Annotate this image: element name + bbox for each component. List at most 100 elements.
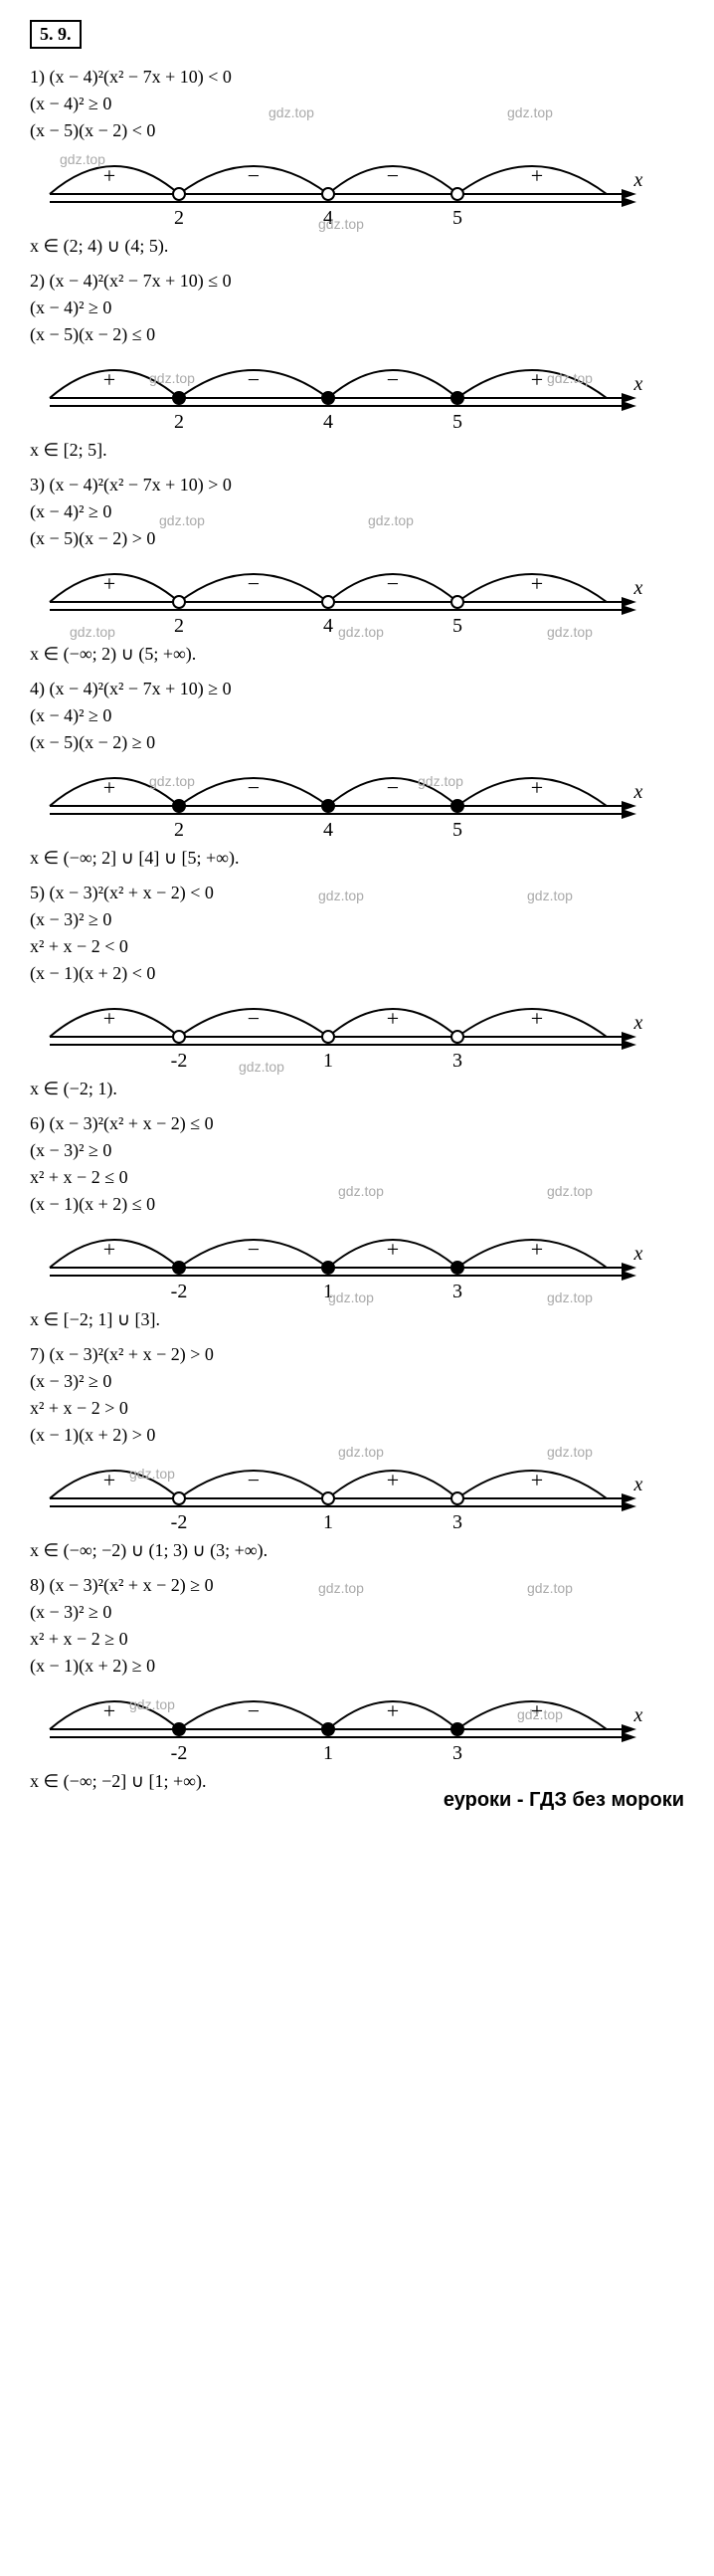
interval-sign: +	[531, 1006, 543, 1031]
problem-block: gdz.topgdz.top5) (x − 3)²(x² + x − 2) < …	[30, 883, 684, 1099]
number-line-label: 3	[452, 1742, 462, 1761]
watermark: gdz.top	[338, 1444, 384, 1460]
interval-sign: +	[103, 163, 115, 188]
interval-sign: −	[248, 775, 260, 800]
number-line-label: 1	[323, 1281, 333, 1299]
number-line-diagram: +−++-213x	[30, 1230, 646, 1299]
number-line-point	[173, 596, 185, 608]
number-line-label: 5	[452, 615, 462, 634]
equation-line: (x − 1)(x + 2) ≤ 0	[30, 1194, 684, 1215]
number-line-point	[451, 1031, 463, 1043]
equation-line: x² + x − 2 > 0	[30, 1398, 684, 1419]
axis-label-x: x	[633, 577, 643, 599]
number-line-label: -2	[171, 1281, 188, 1299]
answer-line: x ∈ (−∞; 2) ∪ (5; +∞).	[30, 644, 684, 665]
equation-line: (x − 5)(x − 2) > 0	[30, 528, 684, 549]
number-line-diagram: +−−+245x	[30, 360, 646, 430]
number-line-point	[451, 1723, 463, 1735]
equation-line: (x − 4)² ≥ 0	[30, 501, 684, 522]
problem-block: gdz.topgdz.top6) (x − 3)²(x² + x − 2) ≤ …	[30, 1113, 684, 1330]
equation-line: (x − 1)(x + 2) ≥ 0	[30, 1656, 684, 1677]
number-line-label: 3	[452, 1050, 462, 1069]
number-line-label: -2	[171, 1511, 188, 1530]
number-line-diagram: +−++-213x	[30, 1461, 646, 1530]
axis-label-x: x	[633, 781, 643, 803]
interval-sign: −	[387, 367, 399, 392]
interval-sign: +	[103, 1237, 115, 1262]
number-line-point	[322, 596, 334, 608]
answer-line: x ∈ (−2; 1).	[30, 1079, 684, 1099]
number-line-point	[173, 1262, 185, 1274]
number-line-diagram: +−−+245x	[30, 768, 646, 838]
axis-label-x: x	[633, 169, 643, 191]
interval-sign: +	[387, 1698, 399, 1723]
number-line-point	[322, 1723, 334, 1735]
number-line-label: 3	[452, 1511, 462, 1530]
number-line-point	[451, 596, 463, 608]
number-line-wrapper: gdz.topgdz.top+−++-213x	[30, 1230, 684, 1299]
number-line-label: 2	[174, 819, 184, 838]
equation-line: (x − 5)(x − 2) < 0	[30, 120, 684, 141]
number-line-point	[173, 392, 185, 404]
number-line-label: -2	[171, 1742, 188, 1761]
problem-block: gdz.topgdz.top8) (x − 3)²(x² + x − 2) ≥ …	[30, 1575, 684, 1792]
number-line-label: 2	[174, 411, 184, 430]
equation-line: (x − 1)(x + 2) > 0	[30, 1425, 684, 1446]
interval-sign: −	[248, 1006, 260, 1031]
equation-line: 3) (x − 4)²(x² − 7x + 10) > 0	[30, 475, 684, 495]
interval-sign: +	[103, 367, 115, 392]
number-line-label: 4	[323, 411, 333, 430]
equation-line: x² + x − 2 ≥ 0	[30, 1629, 684, 1650]
number-line-label: 4	[323, 207, 333, 226]
interval-sign: −	[387, 775, 399, 800]
footer-branding: еуроки - ГДЗ без мороки	[444, 1789, 684, 1812]
interval-sign: +	[103, 1698, 115, 1723]
number-line-label: 4	[323, 615, 333, 634]
number-line-wrapper: gdz.top+−++-213x	[30, 1461, 684, 1530]
axis-label-x: x	[633, 1474, 643, 1495]
interval-sign: +	[387, 1468, 399, 1492]
equation-line: 6) (x − 3)²(x² + x − 2) ≤ 0	[30, 1113, 684, 1134]
number-line-wrapper: gdz.top+−++-213x	[30, 999, 684, 1069]
equation-line: 1) (x − 4)²(x² − 7x + 10) < 0	[30, 67, 684, 88]
equation-line: (x − 4)² ≥ 0	[30, 705, 684, 726]
number-line-point	[322, 392, 334, 404]
number-line-label: 1	[323, 1511, 333, 1530]
number-line-diagram: +−−+245x	[30, 156, 646, 226]
answer-line: x ∈ [−2; 1] ∪ [3].	[30, 1309, 684, 1330]
problem-block: 2) (x − 4)²(x² − 7x + 10) ≤ 0(x − 4)² ≥ …	[30, 271, 684, 461]
equation-line: (x − 5)(x − 2) ≥ 0	[30, 732, 684, 753]
answer-line: x ∈ [2; 5].	[30, 440, 684, 461]
equation-line: (x − 3)² ≥ 0	[30, 1140, 684, 1161]
interval-sign: +	[387, 1006, 399, 1031]
interval-sign: +	[531, 163, 543, 188]
interval-sign: −	[387, 163, 399, 188]
number-line-point	[173, 1723, 185, 1735]
interval-sign: +	[531, 571, 543, 596]
problem-block: gdz.topgdz.top3) (x − 4)²(x² − 7x + 10) …	[30, 475, 684, 665]
number-line-point	[451, 1262, 463, 1274]
equation-line: (x − 3)² ≥ 0	[30, 909, 684, 930]
equation-line: (x − 3)² ≥ 0	[30, 1602, 684, 1623]
number-line-point	[322, 188, 334, 200]
equation-line: 4) (x − 4)²(x² − 7x + 10) ≥ 0	[30, 679, 684, 699]
number-line-point	[173, 800, 185, 812]
number-line-label: 5	[452, 207, 462, 226]
equation-line: (x − 4)² ≥ 0	[30, 297, 684, 318]
number-line-wrapper: gdz.topgdz.top+−++-213x	[30, 1691, 684, 1761]
equation-line: 7) (x − 3)²(x² + x − 2) > 0	[30, 1344, 684, 1365]
number-line-label: 1	[323, 1742, 333, 1761]
equation-line: (x − 4)² ≥ 0	[30, 94, 684, 114]
number-line-diagram: +−++-213x	[30, 1691, 646, 1761]
interval-sign: +	[531, 367, 543, 392]
number-line-label: -2	[171, 1050, 188, 1069]
answer-line: x ∈ (2; 4) ∪ (4; 5).	[30, 236, 684, 257]
number-line-point	[173, 1492, 185, 1504]
problem-block: gdz.topgdz.top7) (x − 3)²(x² + x − 2) > …	[30, 1344, 684, 1561]
equation-line: 5) (x − 3)²(x² + x − 2) < 0	[30, 883, 684, 903]
interval-sign: +	[103, 571, 115, 596]
number-line-diagram: +−−+245x	[30, 564, 646, 634]
interval-sign: +	[531, 1237, 543, 1262]
interval-sign: +	[531, 1468, 543, 1492]
number-line-label: 2	[174, 615, 184, 634]
